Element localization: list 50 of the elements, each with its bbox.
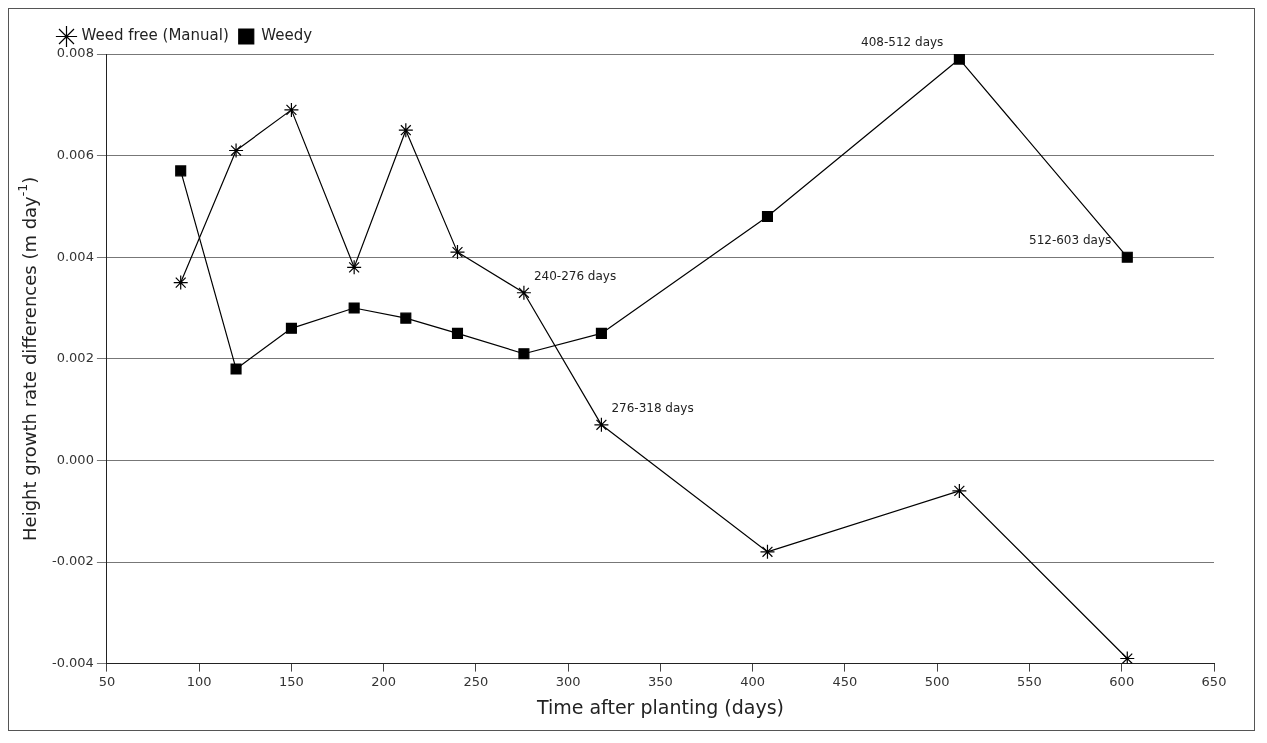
- point: [228, 142, 244, 159]
- point: [173, 275, 189, 291]
- x-tick-label: 50: [98, 673, 116, 689]
- x-tick-label: 350: [648, 673, 673, 689]
- y-tick-label: -0.002: [51, 553, 94, 569]
- point: [595, 327, 607, 339]
- x-tick-label: 600: [1109, 673, 1135, 689]
- point: [346, 259, 362, 275]
- legend-label: Weedy: [261, 26, 313, 45]
- x-tick-label: 150: [279, 673, 304, 689]
- point: [759, 544, 776, 560]
- x-tick-label: 250: [463, 673, 489, 689]
- y-tick-label: 0.002: [56, 350, 94, 366]
- legend-label: Weed free (Manual): [81, 26, 229, 45]
- point: [175, 165, 187, 177]
- annotation: 276-318 days: [611, 400, 694, 415]
- x-tick-label: 450: [832, 673, 858, 689]
- y-tick-label: -0.004: [51, 654, 94, 670]
- point: [230, 363, 242, 375]
- annotation: 408-512 days: [861, 35, 944, 50]
- point: [449, 244, 466, 260]
- point: [951, 483, 967, 499]
- point: [593, 417, 610, 433]
- y-axis-title: Height growth rate differences (m day-1): [15, 176, 40, 541]
- point: [518, 348, 530, 360]
- x-tick-label: 100: [186, 673, 212, 689]
- point: [400, 312, 412, 324]
- point: [1121, 251, 1133, 263]
- y-tick-label: 0.004: [56, 248, 94, 264]
- point: [953, 54, 965, 65]
- y-tick-label: 0.008: [56, 45, 94, 61]
- x-tick-label: 300: [555, 673, 581, 689]
- x-axis-title: Time after planting (days): [535, 695, 784, 718]
- y-tick-label: 0.006: [56, 146, 94, 162]
- x-tick-label: 650: [1201, 673, 1227, 689]
- point: [348, 302, 360, 314]
- x-tick-label: 400: [740, 673, 766, 689]
- point: [285, 322, 297, 334]
- point: [1119, 650, 1135, 664]
- y-tick-label: 0.000: [56, 451, 94, 467]
- x-tick-label: 550: [1017, 673, 1042, 689]
- annotation: 240-276 days: [533, 268, 617, 283]
- point: [398, 122, 414, 138]
- point: [451, 327, 464, 339]
- point: [283, 102, 300, 118]
- x-tick-label: 200: [371, 673, 397, 689]
- annotation: 512-603 days: [1029, 233, 1112, 248]
- point: [761, 211, 774, 223]
- point: [516, 285, 532, 301]
- x-tick-label: 500: [924, 673, 950, 689]
